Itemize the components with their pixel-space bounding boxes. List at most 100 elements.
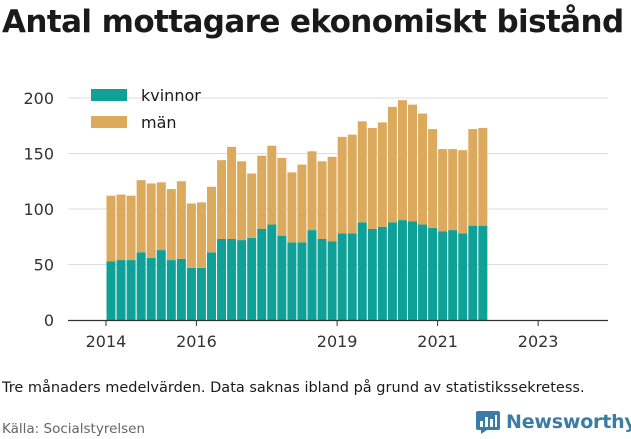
legend: kvinnor män [91, 86, 201, 132]
bar-man [247, 173, 257, 238]
legend-swatch-man [91, 116, 127, 128]
bar-kvinnor [136, 252, 146, 320]
bar-man [327, 156, 337, 242]
chart-title: Antal mottagare ekonomiskt bistånd [2, 4, 624, 40]
bar-man [217, 160, 227, 239]
bar-kvinnor [196, 267, 206, 320]
bar-kvinnor [317, 238, 327, 320]
bar-man [136, 180, 146, 253]
bar-kvinnor [377, 226, 387, 320]
bar-man [367, 127, 377, 229]
bar-man [176, 181, 186, 259]
chart-note: Tre månaders medelvärden. Data saknas ib… [2, 380, 585, 396]
y-tick-label: 200 [23, 89, 54, 108]
bar-man [458, 150, 468, 234]
x-axis: 2014 2016 2019 2021 2023 [68, 319, 608, 351]
bar-kvinnor [408, 221, 417, 320]
bar-kvinnor [297, 242, 307, 320]
bars [106, 100, 488, 320]
bar-kvinnor [367, 228, 377, 320]
stacked-bar-chart: 0 50 100 150 200 2014 2016 2019 2021 2023 kvinno… [23, 86, 608, 351]
bar-kvinnor [156, 250, 166, 320]
y-tick-label: 150 [23, 145, 54, 164]
bar-kvinnor [207, 252, 216, 320]
bar-man [478, 127, 488, 226]
bar-kvinnor [126, 260, 136, 320]
bar-man [166, 189, 176, 261]
bar-kvinnor [337, 233, 347, 320]
source-label: Källa: Socialstyrelsen [2, 421, 146, 437]
bar-kvinnor [418, 224, 428, 320]
bar-kvinnor [166, 260, 176, 320]
legend-label-kvinnor: kvinnor [141, 86, 201, 105]
y-tick-label: 50 [34, 256, 54, 275]
x-tick-label: 2023 [518, 332, 559, 351]
legend-swatch-kvinnor [91, 89, 127, 101]
x-tick-label: 2021 [417, 332, 458, 351]
bar-man [337, 136, 347, 234]
bar-man [377, 122, 387, 227]
bar-kvinnor [478, 225, 488, 320]
bar-kvinnor [287, 242, 297, 320]
bar-kvinnor [357, 222, 367, 320]
bar-man [408, 104, 417, 222]
bar-kvinnor [428, 227, 438, 320]
bar-kvinnor [146, 257, 156, 320]
bar-kvinnor [277, 235, 287, 320]
bar-man [297, 164, 307, 243]
bar-kvinnor [448, 230, 458, 320]
x-tick-label: 2019 [317, 332, 358, 351]
bar-kvinnor [307, 230, 317, 320]
bar-man [156, 182, 166, 251]
x-tick-label: 2016 [176, 332, 217, 351]
bar-kvinnor [257, 228, 267, 320]
bar-kvinnor [438, 231, 448, 320]
bar-man [448, 149, 458, 231]
newsworthy-logo[interactable]: Newsworthy [475, 409, 631, 435]
bar-kvinnor [106, 261, 116, 320]
bar-man [357, 121, 367, 223]
bar-kvinnor [458, 233, 468, 320]
bar-man [186, 203, 196, 268]
bar-man [307, 151, 317, 231]
y-axis-ticks: 0 50 100 150 200 [23, 89, 54, 330]
bar-man [106, 195, 116, 262]
bar-man [267, 145, 277, 225]
bar-man [227, 146, 237, 239]
bar-kvinnor [237, 240, 247, 320]
bar-chart-bubble-icon [476, 411, 500, 434]
bar-kvinnor [116, 260, 126, 320]
bar-man [438, 149, 448, 232]
bar-man [207, 186, 216, 253]
bar-kvinnor [347, 233, 357, 320]
bar-man [257, 155, 267, 229]
bar-kvinnor [327, 241, 337, 320]
bar-kvinnor [468, 225, 478, 320]
bar-kvinnor [176, 258, 186, 320]
bar-man [387, 106, 397, 223]
bar-man [196, 202, 206, 268]
bar-man [277, 157, 287, 236]
y-tick-label: 100 [23, 200, 54, 219]
legend-label-man: män [141, 113, 177, 132]
bar-man [126, 195, 136, 261]
bar-kvinnor [217, 238, 227, 320]
bar-kvinnor [227, 238, 237, 320]
logo-text: Newsworthy [506, 411, 631, 433]
bar-kvinnor [387, 222, 397, 320]
bar-man [428, 129, 438, 228]
bar-man [116, 194, 126, 261]
bar-man [237, 161, 247, 241]
bar-man [397, 100, 407, 221]
bar-kvinnor [267, 224, 277, 320]
bar-man [146, 183, 156, 258]
bar-man [317, 161, 327, 239]
bar-man [418, 113, 428, 225]
bar-man [347, 134, 357, 234]
bar-kvinnor [247, 237, 257, 320]
bar-man [287, 172, 297, 243]
bar-kvinnor [186, 267, 196, 320]
bar-kvinnor [397, 220, 407, 320]
bar-man [468, 129, 478, 226]
y-tick-label: 0 [44, 311, 54, 330]
